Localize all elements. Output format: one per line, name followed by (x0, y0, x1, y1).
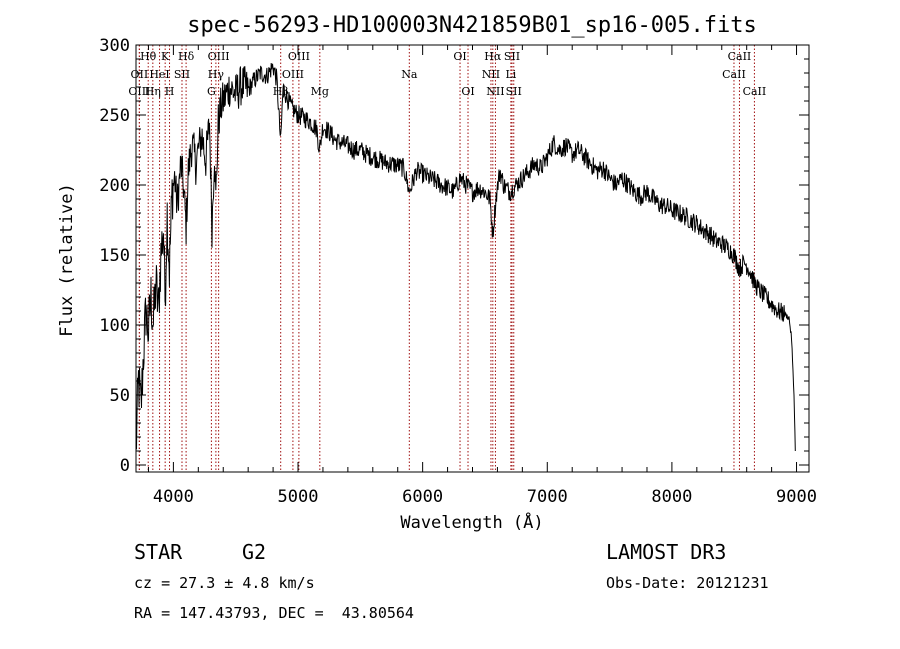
spectral-line-markers (138, 45, 755, 472)
spectral-line-label: OIII (282, 68, 304, 81)
observation-date: Obs-Date: 20121231 (606, 574, 769, 592)
spectral-line-label: G (207, 85, 216, 98)
object-subclass: G2 (242, 540, 267, 564)
spectral-line-label: K (161, 50, 170, 63)
spectral-line-label: Mg (311, 85, 329, 98)
spectral-line-label: OI (461, 85, 474, 98)
spectral-line-label: HeI (149, 68, 169, 81)
survey-name: LAMOST DR3 (606, 540, 727, 564)
spectral-line-label: OI (453, 50, 466, 63)
spectral-line-label: OIII (128, 85, 150, 98)
spectral-line-label: OIII (208, 50, 230, 63)
x-tick-label: 9000 (776, 487, 817, 507)
spectral-line-label: Hθ (140, 50, 157, 63)
coordinates: RA = 147.43793, DEC = 43.80564 (134, 604, 414, 622)
y-tick-label: 250 (99, 106, 130, 126)
y-tick-label: 200 (99, 176, 130, 196)
x-tick-label: 6000 (402, 487, 443, 507)
spectral-line-label: OIII (288, 50, 310, 63)
chart-title: spec-56293-HD100003N421859B01_sp16-005.f… (187, 13, 757, 38)
spectral-line-label: Hγ (208, 68, 225, 81)
y-axis: 0 50 100 150 200 250 300 (99, 36, 809, 476)
x-tick-label: 4000 (153, 487, 194, 507)
x-axis: 4000 5000 6000 7000 8000 9000 (147, 45, 817, 507)
spectral-line-label: Hδ (178, 50, 195, 63)
y-tick-label: 150 (99, 246, 130, 266)
spectral-line-label: CaII (728, 50, 752, 63)
spectral-line-label: Li (505, 68, 516, 81)
spectral-line-label: CaII (722, 68, 746, 81)
y-tick-label: 50 (110, 386, 130, 406)
spectral-line-label: SII (506, 85, 522, 98)
x-tick-label: 8000 (651, 487, 692, 507)
plot-frame (135, 44, 810, 473)
spectral-line-label: CaII (743, 85, 767, 98)
redshift-cz: cz = 27.3 ± 4.8 km/s (134, 574, 315, 592)
x-axis-label: Wavelength (Å) (400, 511, 543, 533)
spectral-line-label: Na (401, 68, 418, 81)
spectral-line-label: SII (174, 68, 190, 81)
spectral-line-label: H (165, 85, 175, 98)
spectral-line-label: SII (504, 50, 520, 63)
y-axis-label: Flux (relative) (57, 183, 77, 337)
spectral-line-label: NII (482, 68, 500, 81)
x-tick-label: 5000 (278, 487, 319, 507)
spectral-line-label: Hα (484, 50, 502, 63)
spectral-line-label: OII (131, 68, 149, 81)
spectral-line-label: NII (486, 85, 504, 98)
y-tick-label: 300 (99, 36, 130, 56)
x-tick-label: 7000 (527, 487, 568, 507)
y-tick-label: 100 (99, 316, 130, 336)
spectrum-series-line (135, 62, 796, 452)
y-tick-label: 0 (120, 456, 130, 476)
spectral-line-label: Hη (145, 85, 161, 98)
object-class: STAR (134, 540, 183, 564)
